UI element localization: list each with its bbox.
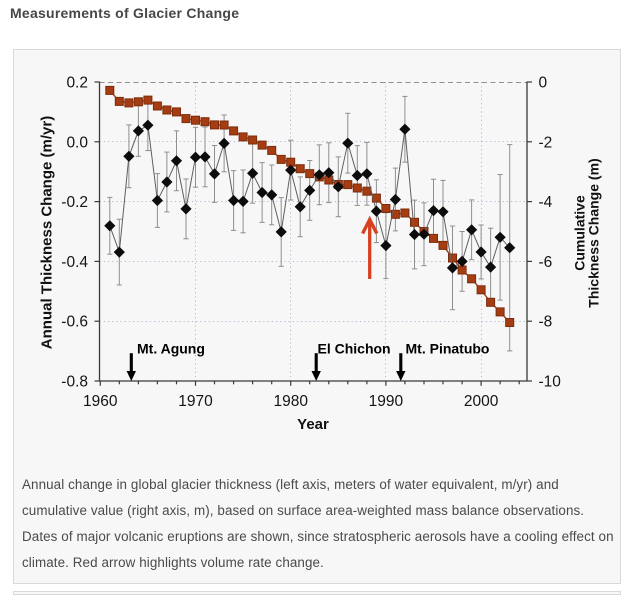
svg-text:-0.8: -0.8 <box>61 374 88 391</box>
svg-text:Cumulative: Cumulative <box>572 195 588 271</box>
svg-text:1960: 1960 <box>83 393 118 410</box>
svg-text:1980: 1980 <box>273 393 308 410</box>
svg-text:-0.4: -0.4 <box>61 254 88 271</box>
svg-text:Thickness Change (m): Thickness Change (m) <box>586 158 602 307</box>
svg-text:Year: Year <box>297 416 329 433</box>
svg-text:1970: 1970 <box>178 393 213 410</box>
svg-text:-8: -8 <box>539 314 553 331</box>
svg-text:-0.6: -0.6 <box>61 314 88 331</box>
svg-text:1990: 1990 <box>369 393 404 410</box>
svg-text:Annual Thickness Change (m/yr): Annual Thickness Change (m/yr) <box>39 116 56 349</box>
svg-text:-0.2: -0.2 <box>61 194 88 211</box>
svg-text:-10: -10 <box>539 374 562 391</box>
svg-text:-4: -4 <box>539 194 553 211</box>
svg-text:0: 0 <box>539 75 548 92</box>
svg-text:2000: 2000 <box>464 393 499 410</box>
svg-text:-6: -6 <box>539 254 553 271</box>
svg-text:-2: -2 <box>539 134 553 151</box>
svg-text:Mt. Agung: Mt. Agung <box>137 341 205 357</box>
svg-text:0.0: 0.0 <box>66 134 88 151</box>
svg-text:El Chichon: El Chichon <box>318 341 391 357</box>
svg-text:0.2: 0.2 <box>66 75 88 92</box>
svg-text:Mt. Pinatubo: Mt. Pinatubo <box>406 341 490 357</box>
